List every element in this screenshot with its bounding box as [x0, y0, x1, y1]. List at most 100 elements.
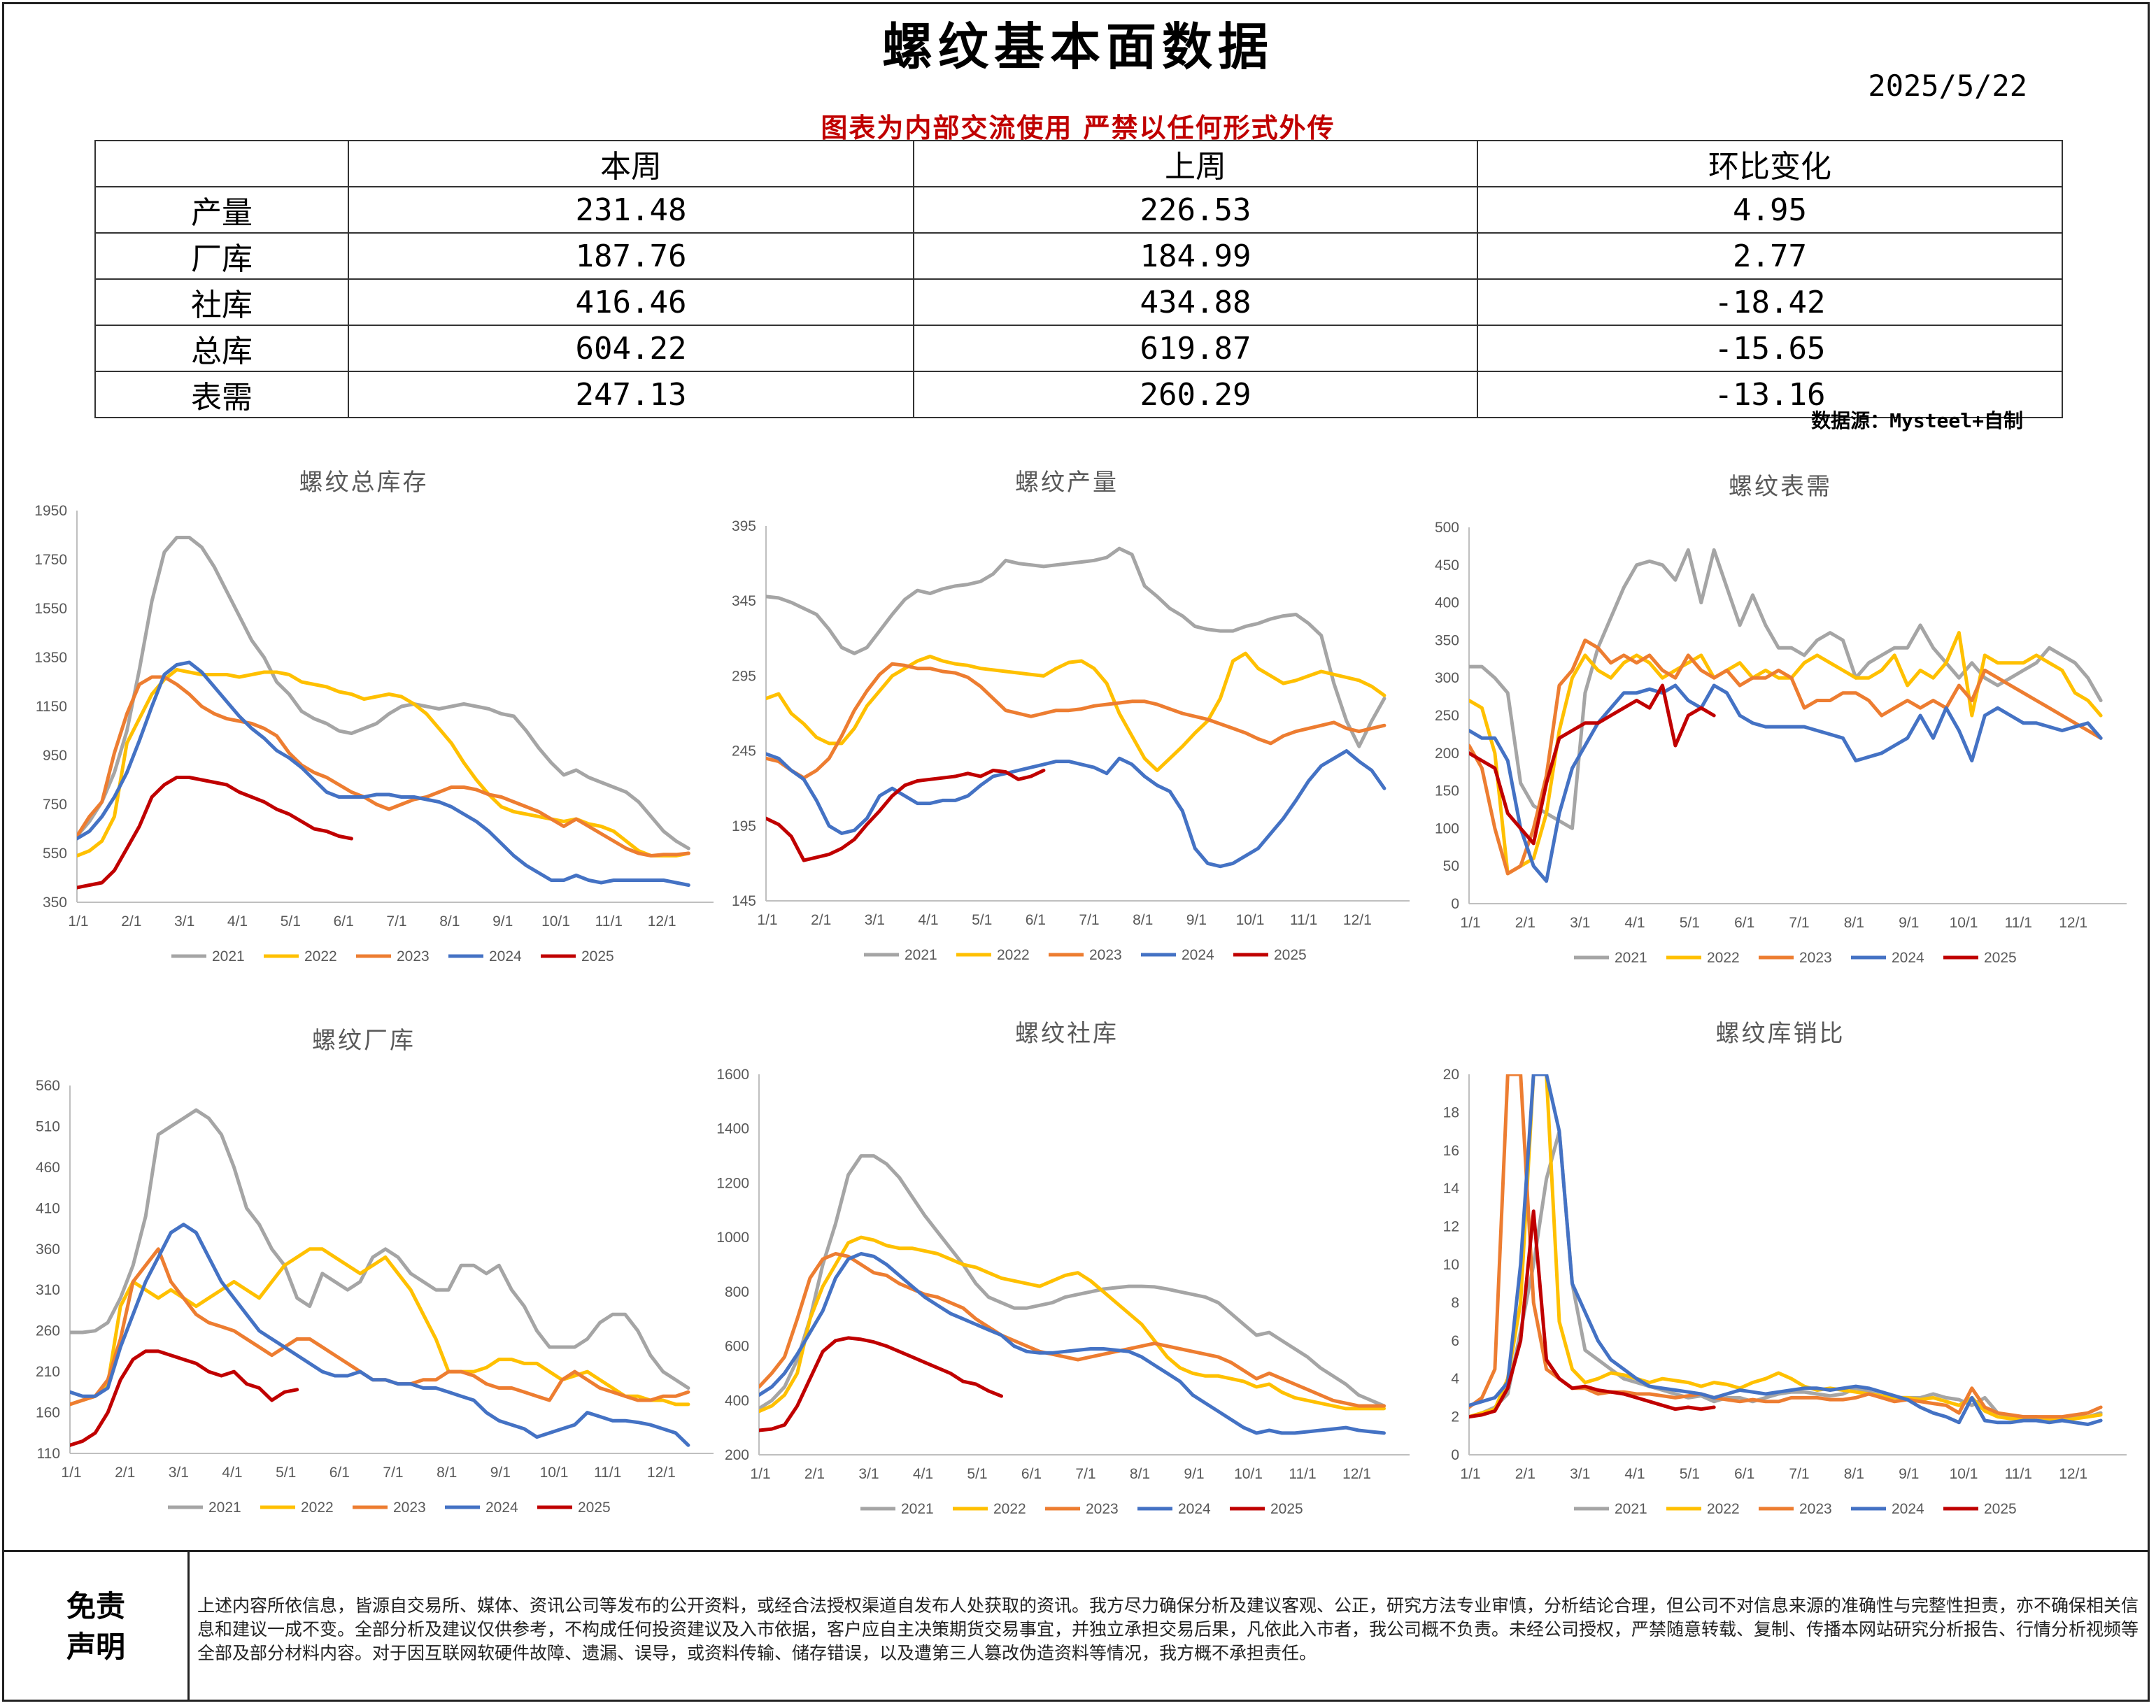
y-tick-label: 14 — [1443, 1181, 1460, 1197]
x-tick-label: 10/1 — [1950, 1466, 1978, 1482]
row-label: 社库 — [94, 278, 349, 326]
legend-label-2022: 2022 — [1707, 950, 1740, 966]
chart-demand: 螺纹表需 500 450 400 350 300 250 200 150 100 50 0 1/1 2/… — [1420, 456, 2141, 974]
series-line-2023 — [77, 675, 690, 857]
y-tick-label: 195 — [732, 818, 756, 834]
x-tick-label: 4/1 — [1624, 1466, 1645, 1482]
y-tick-label: 250 — [1435, 708, 1459, 724]
series-line-2023 — [1469, 1074, 2103, 1419]
y-tick-label: 560 — [36, 1078, 60, 1094]
y-tick-label: 6 — [1451, 1333, 1459, 1349]
x-tick-label: 9/1 — [490, 1465, 511, 1481]
x-tick-label: 5/1 — [972, 912, 992, 928]
x-tick-label: 3/1 — [1570, 915, 1590, 931]
chart-social-inventory: 螺纹社库 1600 1400 1200 1000 800 600 400 200 1/1 2/1 3… — [716, 1007, 1417, 1539]
x-tick-label: 10/1 — [540, 1465, 569, 1481]
series-line-2023 — [1469, 638, 2103, 876]
legend-label-2023: 2023 — [397, 948, 430, 965]
row-label: 厂库 — [94, 232, 349, 280]
legend-label-2024: 2024 — [1892, 950, 1924, 966]
x-tick-label: 12/1 — [2059, 915, 2087, 931]
y-tick-label: 500 — [1435, 520, 1459, 536]
legend-label-2025: 2025 — [1984, 1501, 2017, 1517]
x-tick-label: 7/1 — [383, 1465, 403, 1481]
legend-label-2024: 2024 — [489, 948, 522, 965]
legend-label-2023: 2023 — [1799, 950, 1832, 966]
change-value: -15.65 — [1477, 325, 2063, 372]
series-line-2024 — [70, 1223, 690, 1447]
legend-label-2023: 2023 — [1799, 1501, 1832, 1517]
x-tick-label: 1/1 — [61, 1465, 81, 1481]
x-tick-label: 7/1 — [1075, 1466, 1095, 1482]
series-line-2021 — [766, 546, 1386, 748]
x-tick-label: 8/1 — [1844, 1466, 1864, 1482]
disclaimer-section: 免责声明 上述内容所依信息，皆源自交易所、媒体、资讯公司等发布的公开资料，或经合… — [4, 1550, 2148, 1702]
x-tick-label: 10/1 — [541, 913, 570, 930]
y-tick-label: 800 — [725, 1284, 749, 1300]
legend-label-2022: 2022 — [997, 947, 1030, 963]
disclaimer-label: 免责声明 — [66, 1589, 125, 1664]
chart-production: 螺纹产量 395 345 295 245 195 145 1/1 2/1 3/1 4/1 5/1 6/… — [717, 456, 1417, 974]
table-header-blank — [94, 140, 349, 187]
y-tick-label: 200 — [725, 1447, 749, 1463]
x-tick-label: 4/1 — [222, 1465, 242, 1481]
x-tick-label: 9/1 — [492, 913, 513, 930]
y-tick-label: 245 — [732, 743, 756, 760]
table-row: 厂库 187.76 184.99 2.77 — [94, 232, 2063, 280]
x-tick-label: 8/1 — [1130, 1466, 1150, 1482]
x-tick-label: 8/1 — [439, 913, 460, 930]
series-line-2023 — [759, 1252, 1386, 1408]
last-week-value: 226.53 — [913, 186, 1478, 234]
row-label: 产量 — [94, 186, 349, 234]
table-row: 表需 247.13 260.29 -13.16 — [94, 371, 2063, 418]
table-row: 社库 416.46 434.88 -18.42 — [94, 278, 2063, 326]
y-tick-label: 0 — [1451, 1447, 1459, 1463]
confidential-notice: 图表为内部交流使用 严禁以任何形式外传 — [821, 112, 1335, 143]
chart-title: 螺纹产量 — [1015, 469, 1119, 497]
y-tick-label: 950 — [43, 748, 67, 764]
x-tick-label: 7/1 — [1789, 915, 1809, 931]
x-tick-label: 2/1 — [1515, 915, 1536, 931]
x-tick-label: 2/1 — [804, 1466, 825, 1482]
x-tick-label: 6/1 — [329, 1465, 350, 1481]
last-week-value: 434.88 — [913, 278, 1478, 326]
x-tick-label: 12/1 — [1342, 1466, 1371, 1482]
y-tick-label: 400 — [1435, 595, 1459, 611]
x-tick-label: 11/1 — [594, 1465, 621, 1481]
x-tick-label: 6/1 — [1734, 1466, 1754, 1482]
y-tick-label: 20 — [1443, 1067, 1459, 1083]
legend-label-2021: 2021 — [212, 948, 245, 965]
table-row: 总库 604.22 619.87 -15.65 — [94, 325, 2063, 372]
y-tick-label: 8 — [1451, 1295, 1459, 1311]
x-tick-label: 3/1 — [1570, 1466, 1590, 1482]
x-tick-label: 6/1 — [1026, 912, 1046, 928]
x-tick-label: 12/1 — [1343, 912, 1372, 928]
table-header-change: 环比变化 — [1477, 140, 2063, 187]
x-tick-label: 11/1 — [595, 913, 623, 930]
y-tick-label: 110 — [37, 1446, 60, 1462]
x-tick-label: 8/1 — [437, 1465, 457, 1481]
x-tick-label: 9/1 — [1184, 1466, 1204, 1482]
y-tick-label: 160 — [36, 1405, 60, 1421]
x-tick-label: 9/1 — [1899, 915, 1919, 931]
y-tick-label: 50 — [1443, 858, 1459, 874]
series-line-2021 — [1469, 548, 2103, 830]
data-source-label: 数据源：Mysteel+自制 — [1811, 409, 2023, 432]
y-tick-label: 1600 — [716, 1067, 749, 1083]
x-tick-label: 5/1 — [967, 1466, 987, 1482]
legend-label-2024: 2024 — [1892, 1501, 1924, 1517]
chart-title: 螺纹社库 — [1015, 1020, 1119, 1048]
x-tick-label: 7/1 — [1079, 912, 1099, 928]
series-line-2025 — [77, 776, 353, 890]
y-tick-label: 18 — [1443, 1104, 1459, 1120]
legend-label-2024: 2024 — [485, 1500, 518, 1516]
legend-label-2025: 2025 — [1270, 1501, 1303, 1517]
legend-label-2022: 2022 — [304, 948, 337, 965]
series-line-2024 — [759, 1252, 1386, 1435]
disclaimer-label-cell: 免责声明 — [4, 1552, 190, 1702]
